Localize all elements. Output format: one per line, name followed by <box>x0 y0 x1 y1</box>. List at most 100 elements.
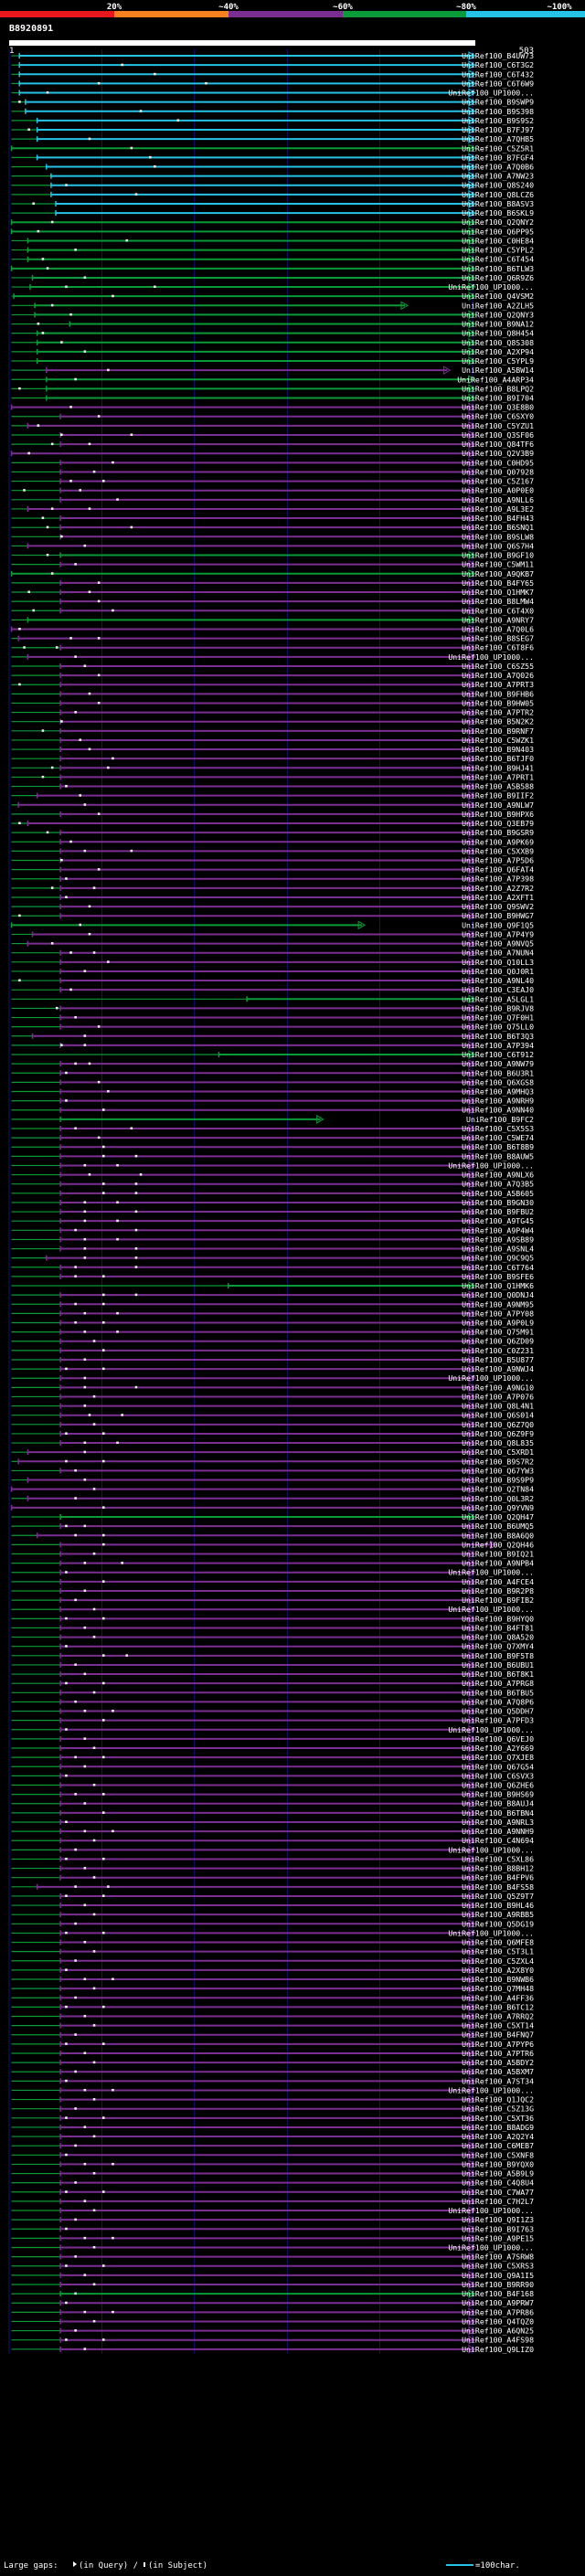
alignment-end-arrow <box>468 985 476 995</box>
gap-marker <box>50 942 54 945</box>
gap-marker <box>18 683 21 686</box>
alignment-end-arrow <box>468 615 476 625</box>
subject-label: UniRef100_B8A6Q0 <box>462 1531 534 1540</box>
gap-marker <box>88 442 91 446</box>
gap-marker <box>116 1201 119 1203</box>
gap-marker <box>27 128 30 132</box>
subject-label: UniRef100_C4N694 <box>462 1836 534 1845</box>
gap-marker <box>92 2172 96 2175</box>
gap-marker <box>102 1349 105 1352</box>
gap-marker <box>102 1293 105 1297</box>
alignment-end-arrow <box>468 134 476 144</box>
alignment-end-arrow <box>468 652 476 662</box>
subject-label: UniRef100_A7PTR2 <box>462 708 534 717</box>
alignment-end-arrow <box>468 467 476 477</box>
alignment-end-arrow <box>468 1124 476 1133</box>
gap-marker <box>83 1376 87 1380</box>
subject-label: UniRef100_Q6R9Z6 <box>462 273 534 282</box>
gap-marker <box>97 637 101 640</box>
gap-marker <box>97 1025 101 1028</box>
alignment-end-arrow <box>468 1466 476 1476</box>
gap-marker <box>41 729 45 732</box>
alignment-end-arrow <box>468 1262 476 1272</box>
alignment-end-arrow <box>468 162 476 172</box>
gap-marker <box>50 507 54 510</box>
gap-marker <box>83 1311 87 1315</box>
gap-marker <box>41 775 45 779</box>
subject-label: UniRef100_A9TG45 <box>462 1216 534 1225</box>
subject-label: UniRef100_A7ST34 <box>462 2076 534 2085</box>
subject-label: UniRef100_Q7XJE8 <box>462 1753 534 1762</box>
gap-marker <box>27 590 30 594</box>
subject-label: UniRef100_Q3E8B0 <box>462 403 534 412</box>
subject-label: UniRef100_B9SLW8 <box>462 532 534 541</box>
subject-label: UniRef100_A7PFD3 <box>462 1716 534 1725</box>
subject-label: UniRef100_A7P076 <box>462 1392 534 1401</box>
gap-marker <box>102 1459 105 1463</box>
subject-label: UniRef100_Q7MH48 <box>462 1984 534 1993</box>
gap-marker <box>18 822 21 825</box>
alignment-end-arrow <box>468 384 476 394</box>
gap-marker <box>139 110 143 112</box>
subject-label: UniRef100_UP1000... <box>448 1725 534 1734</box>
subject-label: UniRef100_A5B605 <box>462 1189 534 1198</box>
gap-marker <box>92 1553 96 1555</box>
gap-marker <box>65 1099 68 1102</box>
alignment-end-arrow <box>468 1910 476 1920</box>
alignment-end-arrow <box>442 366 452 376</box>
gap-marker <box>74 2070 77 2073</box>
subject-label: UniRef100_B9YQX0 <box>462 2159 534 2168</box>
query-gap-marker <box>73 2561 77 2567</box>
subject-label: UniRef100_Q6XGS8 <box>462 1077 534 1087</box>
alignment-end-arrow <box>468 1780 476 1790</box>
subject-label: UniRef100_A9NRY7 <box>462 615 534 624</box>
subject-label: UniRef100_B9HYQ0 <box>462 1614 534 1623</box>
gap-marker <box>83 1765 87 1768</box>
alignment-end-arrow <box>468 1623 476 1633</box>
subject-label: UniRef100_Q6Z7Q0 <box>462 1420 534 1429</box>
alignment-end-arrow <box>468 2261 476 2271</box>
alignment-end-arrow <box>468 716 476 726</box>
alignment-end-arrow <box>468 1179 476 1189</box>
alignment-end-arrow <box>468 1567 476 1577</box>
legend-bar-100 <box>466 11 585 17</box>
alignment-end-arrow <box>468 1993 476 2003</box>
gap-marker <box>60 433 63 436</box>
subject-label: UniRef100_B8AUJ4 <box>462 1799 534 1808</box>
subject-label: UniRef100_C6T3G2 <box>462 60 534 69</box>
gap-marker <box>74 2033 77 2036</box>
gap-marker <box>65 1459 68 1463</box>
gap-marker <box>102 480 105 482</box>
subject-label: UniRef100_Q0L3R2 <box>462 1494 534 1503</box>
alignment-end-arrow <box>468 1419 476 1429</box>
alignment-end-arrow <box>468 1632 476 1642</box>
alignment-end-arrow <box>468 236 476 246</box>
subject-label: UniRef100_Q6PP95 <box>462 227 534 236</box>
subject-label: UniRef100_C5XNF8 <box>462 2150 534 2159</box>
gap-marker <box>65 2079 68 2083</box>
gap-marker <box>97 673 101 677</box>
alignment-end-arrow <box>468 1244 476 1254</box>
gap-marker <box>74 2292 77 2295</box>
subject-label: UniRef100_A5LGL1 <box>462 994 534 1003</box>
alignment-end-arrow <box>468 1975 476 1984</box>
gap-marker <box>205 81 207 85</box>
subject-label: UniRef100_A5B9L9 <box>462 2169 534 2178</box>
query-bar <box>9 40 475 46</box>
legend-label-80: ~80% <box>456 3 476 12</box>
gap-marker <box>92 1784 96 1786</box>
gap-marker <box>92 1691 96 1694</box>
subject-label: UniRef100_A9NLL6 <box>462 495 534 504</box>
alignment-end-arrow <box>468 902 476 911</box>
gap-marker <box>102 1617 105 1620</box>
subject-label: UniRef100_B4FPV6 <box>462 1873 534 1882</box>
subject-label: UniRef100_A7Q8P6 <box>462 1697 534 1706</box>
gap-marker <box>116 1237 119 1241</box>
subject-label: UniRef100_C5Z167 <box>462 477 534 486</box>
subject-label: UniRef100_Q9LIZ0 <box>462 2345 534 2354</box>
subject-label: UniRef100_UP1000... <box>448 1845 534 1854</box>
alignment-end-arrow <box>468 2002 476 2012</box>
alignment-end-arrow <box>468 1956 476 1966</box>
alignment-end-arrow <box>468 208 476 217</box>
alignment-end-arrow <box>468 1818 476 1827</box>
